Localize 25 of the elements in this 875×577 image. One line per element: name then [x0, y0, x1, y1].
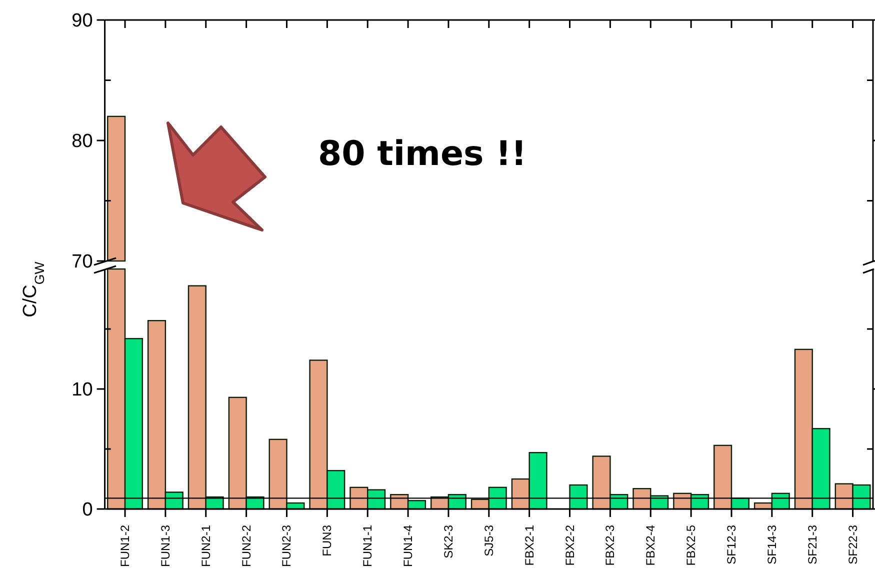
x-tick-label: FBX2-4: [644, 524, 658, 566]
x-tick-label: FBX2-2: [562, 524, 577, 566]
x-tick-label: SF14-3: [764, 524, 779, 564]
x-tick-label: FUN3: [320, 524, 334, 556]
x-tick-label: FBX2-3: [603, 524, 618, 566]
x-tick-label: SF22-3: [846, 524, 860, 564]
x-tick-label: FUN2-1: [198, 524, 213, 568]
x-tick-label: SK2-3: [441, 524, 456, 558]
y-tick-label: 80: [72, 131, 93, 152]
x-tick-label: FUN1-2: [118, 524, 132, 568]
annotation: 80 times !!: [318, 134, 527, 174]
x-tick-label: FBX2-5: [684, 524, 698, 566]
x-tick-label: FUN2-3: [280, 524, 294, 568]
y-tick-label: 70: [72, 252, 93, 273]
x-tick-label: FUN1-4: [401, 524, 416, 568]
x-tick-label: SF12-3: [724, 524, 738, 564]
y-tick-label: 10: [72, 380, 93, 401]
x-tick-label: FUN1-1: [360, 524, 375, 568]
x-tick-label: SF21-3: [805, 524, 820, 564]
x-tick-label: FUN1-3: [158, 524, 172, 568]
x-tick-label: FUN2-2: [239, 524, 254, 568]
y-tick-label: 90: [72, 10, 93, 32]
y-tick-label: 0: [82, 500, 93, 521]
x-tick-label: SJ5-3: [482, 524, 496, 556]
x-tick-label: FBX2-1: [522, 524, 536, 566]
